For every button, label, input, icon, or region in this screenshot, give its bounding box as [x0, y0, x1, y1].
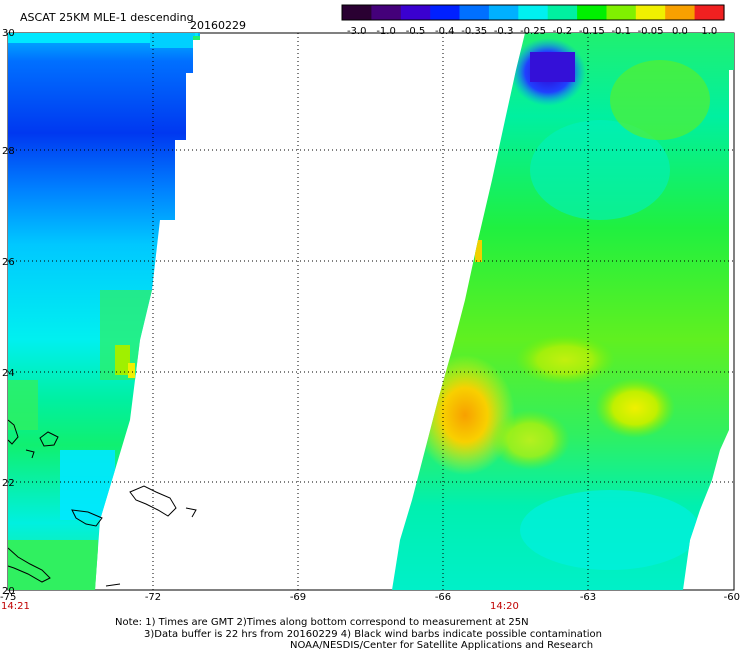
map-title: ASCAT 25KM MLE-1 descending [20, 11, 194, 24]
latitude-labels: 30 28 26 24 22 20 [2, 28, 15, 597]
colorbar-label: -0.3 [494, 26, 514, 37]
colorbar-border [341, 4, 725, 21]
longitude-label: -63 [580, 592, 596, 603]
colorbar-segment [665, 5, 696, 20]
colorbar-segment [635, 5, 666, 20]
latitude-label: 20 [2, 586, 15, 597]
swath-time-west: 14:21 [1, 601, 30, 612]
colorbar-label: -0.35 [461, 26, 487, 37]
longitude-label: -66 [435, 592, 451, 603]
colorbar-label: -1.0 [376, 26, 396, 37]
latitude-label: 30 [2, 28, 15, 39]
lat-lon-grid [8, 33, 734, 590]
colorbar-label: 1.0 [701, 26, 717, 37]
colorbar-segment [371, 5, 402, 20]
colorbar-label: -0.2 [553, 26, 573, 37]
colorbar-label: -0.1 [611, 26, 631, 37]
colorbar-label: -3.0 [347, 26, 367, 37]
footnote-line-3: NOAA/NESDIS/Center for Satellite Applica… [290, 640, 593, 650]
swath-time-east: 14:20 [490, 601, 519, 612]
colorbar-segment [400, 5, 431, 20]
colorbar-segment [459, 5, 490, 20]
colorbar-segment [518, 5, 549, 20]
coastlines [7, 419, 197, 587]
longitude-label: -60 [724, 592, 740, 603]
colorbar-label: 0.0 [672, 26, 688, 37]
latitude-label: 24 [2, 368, 15, 379]
footnote-line-2: 3)Data buffer is 22 hrs from 20160229 4)… [144, 629, 602, 640]
longitude-label: -75 [0, 592, 16, 603]
colorbar-segment [694, 5, 725, 20]
longitude-label: -72 [145, 592, 161, 603]
latitude-label: 22 [2, 478, 15, 489]
colorbar-label: -0.4 [435, 26, 455, 37]
colorbar-label: -0.5 [406, 26, 426, 37]
colorbar-label: -0.15 [579, 26, 605, 37]
footnote-line-1: Note: 1) Times are GMT 2)Times along bot… [115, 617, 529, 628]
colorbar-segment [488, 5, 519, 20]
colorbar-segment [577, 5, 608, 20]
colorbar-segment [547, 5, 578, 20]
colorbar: -3.0 -1.0 -0.5 -0.4 -0.35 -0.3 -0.25 -0.2 -0.15-… [341, 4, 725, 37]
colorbar-label: -0.25 [520, 26, 546, 37]
colorbar-segment [342, 5, 372, 20]
latitude-label: 28 [2, 146, 15, 157]
longitude-label: -69 [290, 592, 306, 603]
map-date: 20160229 [190, 19, 246, 32]
colorbar-label: -0.05 [638, 26, 664, 37]
colorbar-segment [606, 5, 637, 20]
colorbar-segment [430, 5, 461, 20]
latitude-label: 26 [2, 257, 15, 268]
longitude-labels: -75 -72 -69 -66 -63 -60 [0, 592, 740, 603]
